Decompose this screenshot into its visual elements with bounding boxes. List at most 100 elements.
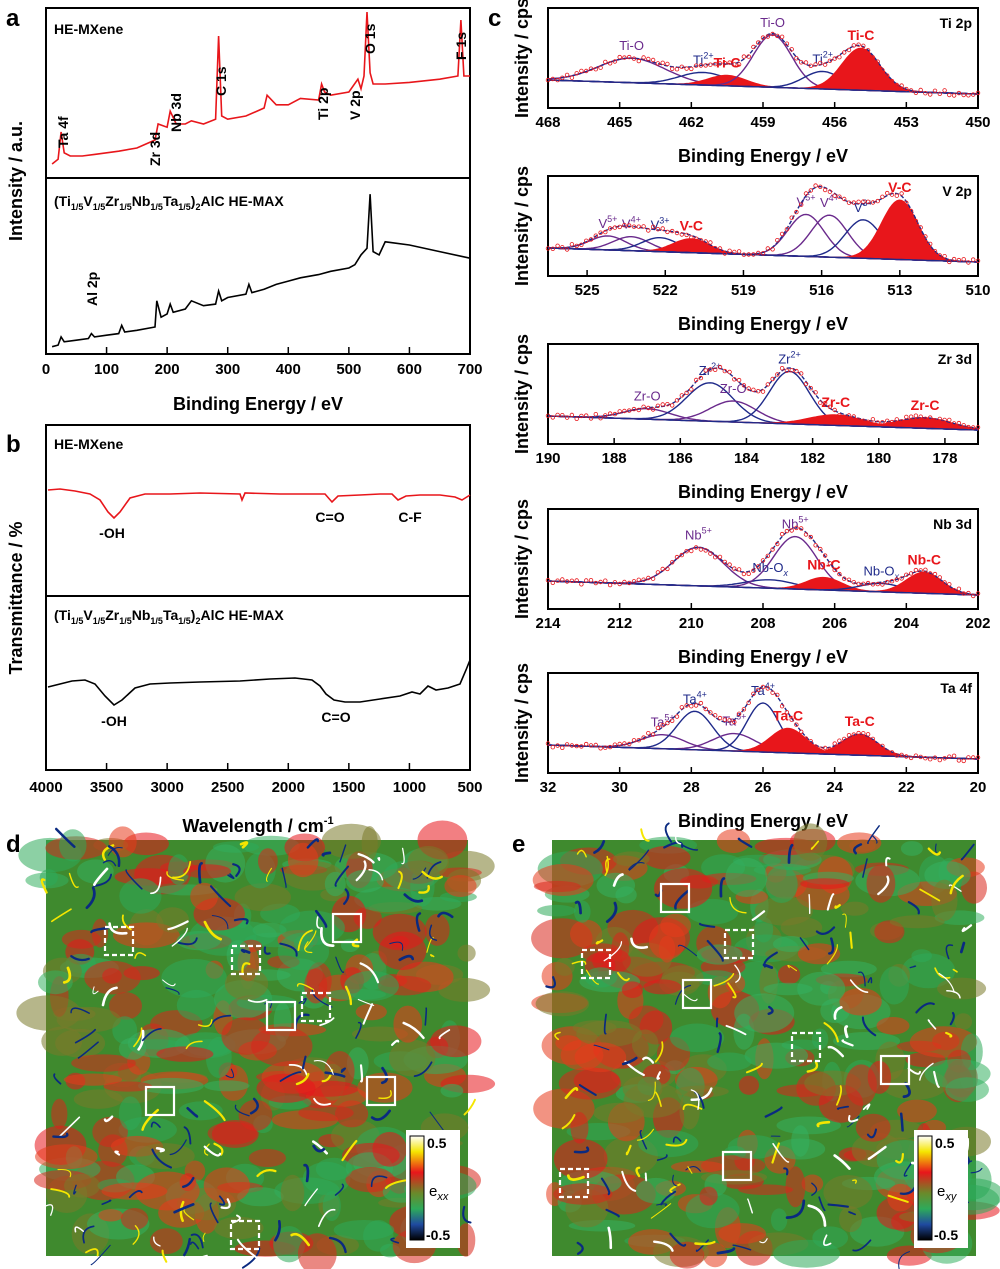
c-data-point bbox=[593, 66, 598, 72]
c-peak-label: Ta5+ bbox=[722, 712, 746, 729]
c-data-point bbox=[555, 412, 560, 418]
map-blob bbox=[621, 981, 644, 998]
c-data-point bbox=[942, 88, 947, 93]
panel-b-chart: 4000 3500 3000 2500 2000 1500 1000 500 Waveleng… bbox=[6, 424, 483, 836]
c-data-point bbox=[689, 704, 694, 709]
c-data-point bbox=[627, 741, 632, 747]
c-data-point bbox=[703, 239, 708, 244]
map-dislocation bbox=[298, 997, 307, 1005]
c-data-point bbox=[822, 187, 828, 193]
c-data-point bbox=[885, 418, 890, 423]
c-data-point bbox=[779, 704, 785, 709]
map-dislocation bbox=[849, 931, 853, 949]
map-dislocation bbox=[816, 1120, 831, 1128]
map-blob bbox=[156, 1046, 214, 1062]
map-dislocation bbox=[858, 971, 866, 987]
map-dislocation bbox=[716, 1247, 736, 1255]
c-data-point bbox=[593, 742, 598, 748]
map-dislocation bbox=[202, 1232, 206, 1242]
map-dislocation bbox=[313, 1060, 334, 1075]
c-data-point bbox=[746, 571, 751, 576]
c-data-point bbox=[612, 580, 618, 585]
c-data-point bbox=[607, 582, 613, 588]
map-dislocation bbox=[621, 1170, 637, 1192]
c-data-point bbox=[741, 571, 747, 577]
map-dislocation bbox=[303, 1163, 310, 1183]
map-dislocation bbox=[290, 1232, 311, 1247]
c-data-point bbox=[880, 67, 885, 73]
map-dislocation bbox=[281, 867, 287, 888]
c-data-point bbox=[794, 368, 799, 374]
map-dislocation bbox=[438, 1029, 451, 1040]
c-data-point bbox=[937, 757, 942, 763]
map-dislocation bbox=[938, 972, 955, 993]
c-data-point bbox=[650, 224, 656, 229]
c-data-point bbox=[545, 741, 551, 746]
c-data-point bbox=[827, 561, 833, 566]
map-blob bbox=[73, 1089, 123, 1109]
map-dislocation bbox=[68, 872, 79, 888]
map-blob bbox=[839, 1206, 862, 1233]
c-subplot-title: V 2p bbox=[942, 183, 972, 199]
map-blob bbox=[612, 851, 650, 867]
c-data-point bbox=[947, 754, 952, 759]
c-data-point bbox=[679, 64, 684, 69]
map-blob bbox=[135, 1171, 200, 1211]
c-data-point bbox=[956, 758, 962, 763]
map-dislocation bbox=[209, 1202, 219, 1224]
c-data-point bbox=[698, 375, 704, 381]
map-dislocation bbox=[263, 946, 271, 955]
map-dislocation bbox=[866, 1128, 878, 1139]
c-data-point bbox=[880, 420, 885, 425]
c-data-point bbox=[923, 567, 928, 572]
map-dislocation bbox=[209, 885, 232, 908]
c-data-point bbox=[670, 403, 675, 408]
map-dislocation bbox=[40, 878, 48, 894]
c-data-point bbox=[765, 382, 770, 387]
c-data-point bbox=[928, 757, 933, 762]
map-blob bbox=[315, 1157, 353, 1181]
c-data-point bbox=[679, 232, 684, 237]
c-data-point bbox=[779, 366, 785, 371]
c-xlabel: Binding Energy / eV bbox=[678, 146, 848, 166]
c-data-point bbox=[588, 416, 594, 421]
peak-label-al2p: Al 2p bbox=[84, 272, 100, 306]
colorbar-label: exy bbox=[937, 1183, 958, 1203]
map-dislocation bbox=[903, 1162, 912, 1177]
map-dislocation bbox=[398, 954, 415, 962]
map-dislocation bbox=[612, 873, 624, 887]
map-blob bbox=[738, 1184, 793, 1195]
map-dislocation bbox=[50, 1188, 71, 1198]
map-dislocation bbox=[554, 1031, 561, 1041]
c-data-point bbox=[837, 55, 842, 60]
c-data-point bbox=[655, 403, 661, 408]
panel-d-heatmap: 0.5 -0.5 exx bbox=[16, 820, 496, 1269]
c-data-point bbox=[918, 568, 923, 573]
c-data-point bbox=[760, 684, 766, 690]
c-peak-label: Zr2+ bbox=[699, 361, 722, 378]
map-dislocation bbox=[852, 1239, 872, 1252]
c-data-point bbox=[803, 191, 809, 196]
a-xtick-label: 400 bbox=[276, 361, 301, 378]
map-dislocation bbox=[403, 893, 424, 903]
map-dislocation bbox=[877, 875, 890, 896]
map-blob bbox=[654, 868, 713, 909]
c-peak-label: Nb-Ox bbox=[863, 563, 899, 581]
c-data-point bbox=[932, 755, 938, 760]
map-blob bbox=[55, 1028, 106, 1058]
a-xtick-label: 500 bbox=[336, 361, 361, 378]
map-dislocation bbox=[672, 1136, 682, 1143]
c-data-point bbox=[588, 66, 594, 71]
map-dislocation bbox=[319, 1017, 335, 1027]
c-peak-fill bbox=[547, 727, 979, 760]
c-data-point bbox=[598, 416, 603, 421]
c-data-point bbox=[636, 58, 641, 64]
map-blob bbox=[287, 842, 319, 878]
c-data-point bbox=[588, 578, 594, 583]
map-dashed-box bbox=[580, 948, 612, 980]
peak-label-ta4f: Ta 4f bbox=[55, 116, 71, 148]
c-data-point bbox=[818, 546, 823, 552]
c-data-point bbox=[775, 541, 780, 547]
c-peak-label: Nb-C bbox=[908, 551, 941, 567]
map-dislocation bbox=[428, 924, 438, 941]
